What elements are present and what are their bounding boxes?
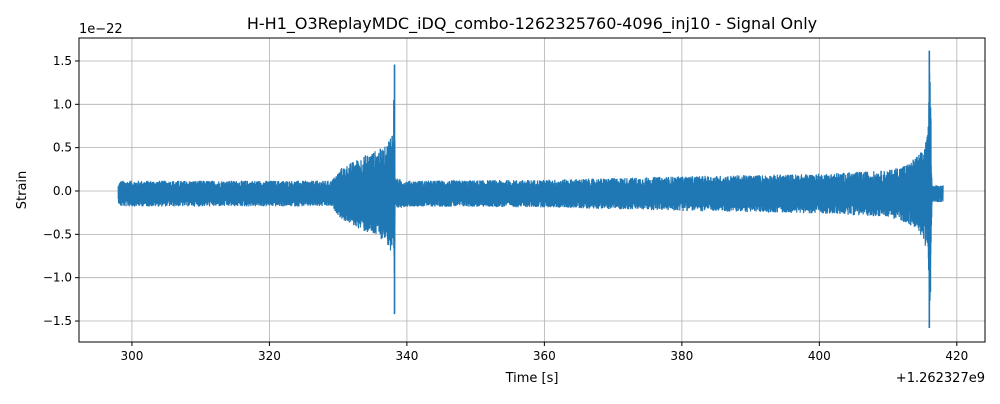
y-tick-label: −1.5 (43, 314, 72, 328)
x-tick-label: 320 (258, 349, 281, 363)
x-tick-label: 340 (395, 349, 418, 363)
strain-line (117, 73, 944, 301)
y-axis-ticks: −1.5 −1.0 −0.5 0.0 0.5 1.0 1.5 (43, 54, 79, 328)
y-axis-label: Strain (15, 171, 30, 210)
x-axis-ticks: 300 320 340 360 380 400 420 (120, 342, 968, 363)
y-tick-label: 0.5 (53, 141, 72, 155)
strain-series (117, 50, 944, 328)
x-tick-label: 380 (670, 349, 693, 363)
y-tick-label: 1.0 (53, 97, 72, 111)
y-tick-label: 1.5 (53, 54, 72, 68)
x-tick-label: 400 (808, 349, 831, 363)
chart-title: H-H1_O3ReplayMDC_iDQ_combo-1262325760-40… (247, 14, 817, 34)
x-tick-label: 300 (120, 349, 143, 363)
x-axis-label: Time [s] (505, 371, 559, 386)
y-tick-label: −1.0 (43, 271, 72, 285)
plot-frame (78, 37, 986, 343)
x-tick-label: 420 (945, 349, 968, 363)
y-tick-label: −0.5 (43, 227, 72, 241)
x-offset-label: +1.262327e9 (896, 371, 985, 386)
y-scale-label: 1e−22 (79, 22, 123, 37)
y-tick-label: 0.0 (53, 184, 72, 198)
x-tick-label: 360 (533, 349, 556, 363)
